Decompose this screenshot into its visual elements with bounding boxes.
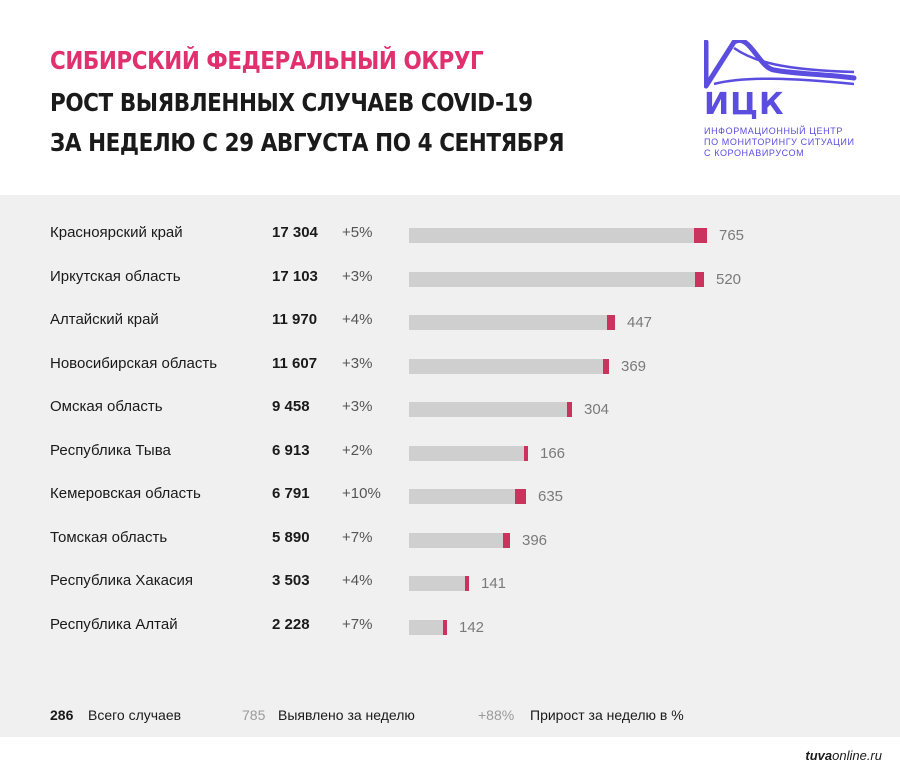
bar-weekly bbox=[695, 271, 704, 287]
total-cases-label: 9 458 bbox=[272, 398, 310, 415]
total-cases-label: 17 103 bbox=[272, 267, 318, 285]
bar-total bbox=[409, 619, 443, 635]
weekly-value-label: 396 bbox=[522, 531, 548, 549]
weekly-value-label: 142 bbox=[459, 618, 485, 636]
source-credit: tuvaonline.ru bbox=[805, 748, 882, 763]
chart-row: Новосибирская область 11 607 +3% 369 bbox=[0, 344, 900, 387]
legend-weekly-value: 785 bbox=[242, 707, 266, 723]
total-cases-label: 11 970 bbox=[272, 311, 318, 328]
growth-label: +5% bbox=[342, 224, 373, 241]
chart-row: Алтайский край 11 970 +4% 447 bbox=[0, 300, 900, 343]
legend-growth-value: +88% bbox=[478, 707, 515, 723]
total-cases-label: 5 890 bbox=[272, 528, 310, 546]
growth-label: +4% bbox=[342, 572, 373, 589]
legend-total-value: 286 bbox=[50, 707, 74, 723]
logo-sub-line: С КОРОНАВИРУСОМ bbox=[704, 148, 805, 158]
region-label: Республика Хакасия bbox=[50, 572, 194, 589]
bar-weekly bbox=[465, 576, 469, 591]
weekly-value-label: 166 bbox=[540, 444, 566, 462]
source-rest: online.ru bbox=[832, 748, 882, 763]
source-bold: tuva bbox=[805, 748, 833, 763]
region-label: Алтайский край bbox=[50, 311, 159, 328]
logo-subtitle: ИНФОРМАЦИОННЫЙ ЦЕНТР ПО МОНИТОРИНГУ СИТУ… bbox=[704, 126, 874, 159]
chart-row: Республика Тыва 6 913 +2% 166 bbox=[0, 431, 900, 474]
growth-label: +7% bbox=[342, 615, 373, 633]
bar-weekly bbox=[567, 402, 572, 417]
weekly-value-label: 635 bbox=[538, 488, 564, 505]
region-label: Кемеровская область bbox=[50, 485, 201, 502]
legend-growth-label: Прирост за неделю в % bbox=[530, 707, 684, 723]
growth-label: +2% bbox=[342, 441, 373, 459]
weekly-value-label: 369 bbox=[621, 357, 647, 375]
chart-row: Томская область 5 890 +7% 396 bbox=[0, 518, 900, 561]
logo-sub-line: ПО МОНИТОРИНГУ СИТУАЦИИ bbox=[704, 137, 855, 147]
region-label: Республика Тыва bbox=[50, 441, 171, 459]
bar-weekly bbox=[607, 315, 615, 330]
header: СИБИРСКИЙ ФЕДЕРАЛЬНЫЙ ОКРУГ РОСТ ВЫЯВЛЕН… bbox=[0, 0, 900, 195]
weekly-value-label: 765 bbox=[719, 227, 745, 244]
logo-name: ИЦК bbox=[704, 87, 785, 122]
total-cases-label: 2 228 bbox=[272, 615, 310, 633]
chart-row: Кемеровская область 6 791 +10% 635 bbox=[0, 474, 900, 517]
weekly-value-label: 520 bbox=[716, 270, 742, 288]
legend-weekly-label: Выявлено за неделю bbox=[278, 707, 415, 723]
title-main: РОСТ ВЫЯВЛЕННЫХ СЛУЧАЕВ COVID-19 bbox=[50, 88, 533, 117]
bar-total bbox=[409, 271, 695, 287]
growth-label: +3% bbox=[342, 354, 373, 372]
total-cases-label: 17 304 bbox=[272, 224, 318, 241]
total-cases-label: 6 913 bbox=[272, 441, 310, 459]
bar-weekly bbox=[694, 228, 707, 243]
region-label: Омская область bbox=[50, 398, 163, 415]
bar-total bbox=[409, 315, 607, 330]
chart-row: Омская область 9 458 +3% 304 bbox=[0, 387, 900, 430]
region-label: Иркутская область bbox=[50, 267, 181, 285]
title-period: ЗА НЕДЕЛЮ С 29 АВГУСТА ПО 4 СЕНТЯБРЯ bbox=[50, 128, 565, 157]
growth-label: +10% bbox=[342, 485, 381, 502]
bar-weekly bbox=[503, 532, 510, 548]
bar-total bbox=[409, 489, 515, 504]
growth-label: +3% bbox=[342, 267, 373, 285]
bar-weekly bbox=[515, 489, 526, 504]
chart-row: Красноярский край 17 304 +5% 765 bbox=[0, 213, 900, 256]
region-label: Новосибирская область bbox=[50, 354, 218, 372]
total-cases-label: 11 607 bbox=[272, 354, 318, 372]
chart-row: Республика Алтай 2 228 +7% 142 bbox=[0, 605, 900, 648]
total-cases-label: 6 791 bbox=[272, 485, 310, 502]
weekly-value-label: 447 bbox=[627, 314, 653, 331]
bar-total bbox=[409, 402, 567, 417]
region-label: Красноярский край bbox=[50, 224, 183, 241]
bar-total bbox=[409, 445, 524, 461]
bar-total bbox=[409, 228, 694, 243]
weekly-value-label: 141 bbox=[481, 575, 507, 592]
bar-weekly bbox=[524, 445, 528, 461]
region-label: Томская область bbox=[50, 528, 168, 546]
logo-sub-line: ИНФОРМАЦИОННЫЙ ЦЕНТР bbox=[704, 126, 843, 136]
weekly-value-label: 304 bbox=[584, 401, 610, 418]
chart-row: Иркутская область 17 103 +3% 520 bbox=[0, 257, 900, 300]
growth-label: +3% bbox=[342, 398, 373, 415]
bar-total bbox=[409, 576, 465, 591]
bar-weekly bbox=[443, 619, 447, 635]
title-region: СИБИРСКИЙ ФЕДЕРАЛЬНЫЙ ОКРУГ bbox=[50, 46, 484, 75]
legend: 286 Всего случаев 785 Выявлено за неделю… bbox=[0, 700, 900, 730]
legend-total-label: Всего случаев bbox=[88, 707, 182, 723]
bar-total bbox=[409, 358, 603, 374]
growth-label: +7% bbox=[342, 528, 373, 546]
growth-label: +4% bbox=[342, 311, 373, 328]
region-label: Республика Алтай bbox=[50, 615, 178, 633]
bar-weekly bbox=[603, 358, 609, 374]
wave-logo-icon bbox=[704, 40, 857, 89]
total-cases-label: 3 503 bbox=[272, 572, 310, 589]
ick-logo: ИЦК ИНФОРМАЦИОННЫЙ ЦЕНТР ПО МОНИТОРИНГУ … bbox=[704, 40, 864, 180]
bar-total bbox=[409, 532, 503, 548]
chart-row: Республика Хакасия 3 503 +4% 141 bbox=[0, 561, 900, 604]
